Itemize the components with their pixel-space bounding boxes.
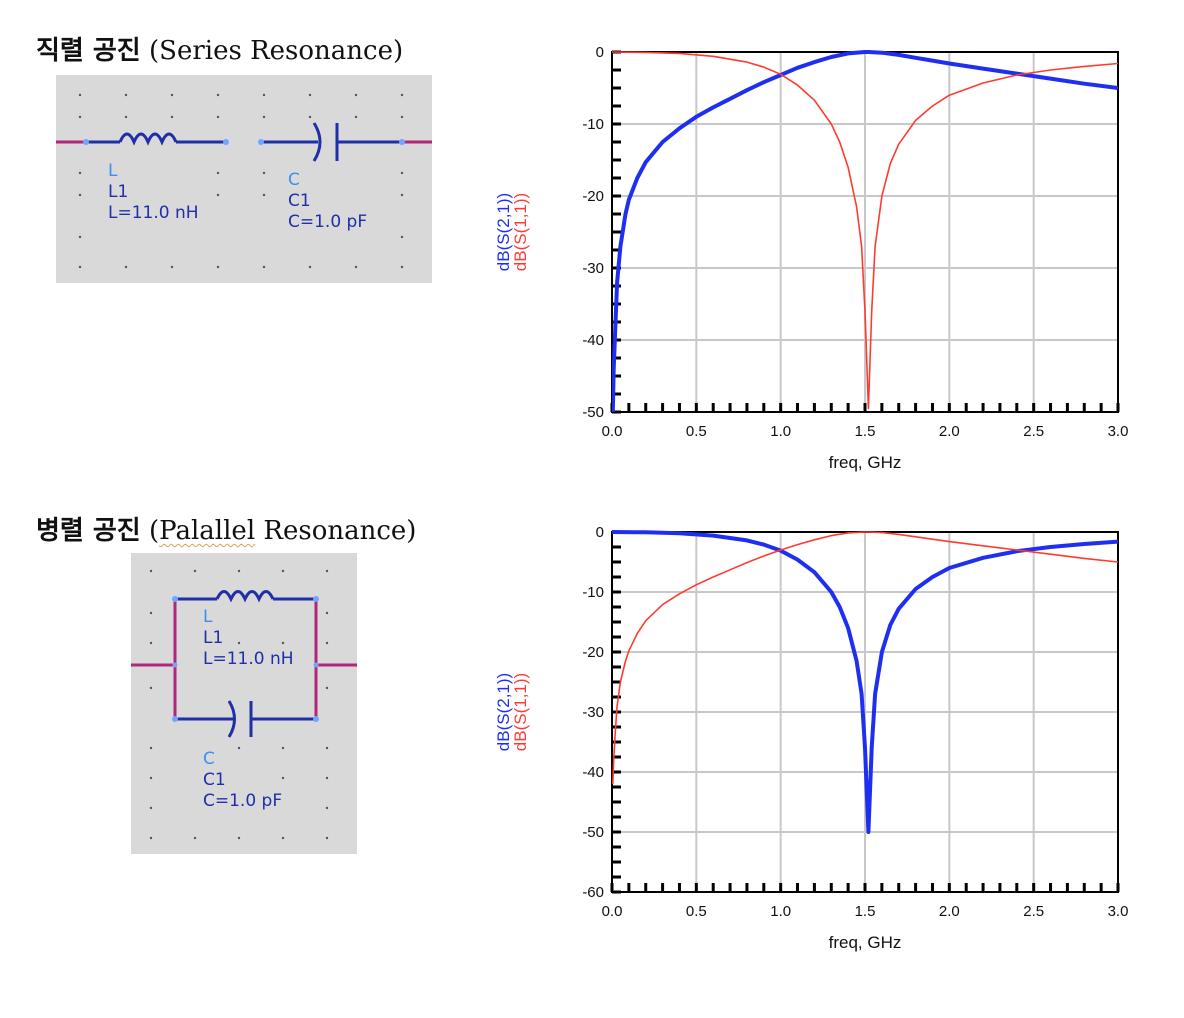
x-tick-label: 3.0 (1108, 903, 1129, 920)
x-tick-label: 3.0 (1108, 423, 1129, 440)
series-chart: 0.0 0.5 1.0 1.5 2.0 2.5 3.0 0 -10 -20 -30 -40 -50 fre… (470, 30, 1150, 510)
x-tick-label: 1.5 (855, 903, 876, 920)
s11-curve (612, 531, 1118, 785)
y-tick-label: -20 (582, 644, 604, 661)
y-tick-label: -50 (582, 824, 604, 841)
s21-curve (612, 530, 1118, 834)
y-tick-label: -40 (582, 764, 604, 781)
x-tick-label: 1.5 (855, 423, 876, 440)
series-capacitor-label: C C1 C=1.0 pF (288, 170, 368, 232)
x-tick-label: 2.0 (939, 903, 960, 920)
parallel-schematic-drawing (131, 569, 357, 840)
y-tick-label: 0 (596, 44, 604, 61)
series-chart-plot: 0.0 0.5 1.0 1.5 2.0 2.5 3.0 0 -10 -20 -30 -40 -50 fre… (494, 44, 1129, 472)
x-tick-label: 1.0 (770, 423, 791, 440)
series-title: 직렬 공진 (Series Resonance) (36, 36, 404, 66)
y-tick-label: -30 (582, 260, 604, 277)
series-inductor-label: L L1 L=11.0 nH (108, 161, 199, 223)
x-axis-label: freq, GHz (829, 933, 902, 952)
parallel-schematic: L L1 L=11.0 nH C C1 C=1.0 pF (131, 553, 357, 854)
series-schematic-drawing (56, 93, 432, 269)
x-tick-label: 2.5 (1023, 423, 1044, 440)
s11-curve (612, 51, 1118, 410)
parallel-capacitor-label: C C1 C=1.0 pF (203, 749, 283, 811)
x-tick-label: 2.0 (939, 423, 960, 440)
y-tick-label: 0 (596, 524, 604, 541)
x-axis-label: freq, GHz (829, 453, 902, 472)
parallel-chart: 0.0 0.5 1.0 1.5 2.0 2.5 3.0 0 -10 -20 -30 -40 -50 -60… (470, 510, 1150, 990)
series-schematic: L L1 L=11.0 nH C C1 C=1.0 pF (56, 75, 432, 283)
x-tick-label: 0.5 (686, 903, 707, 920)
parallel-chart-plot: 0.0 0.5 1.0 1.5 2.0 2.5 3.0 0 -10 -20 -30 -40 -50 -60… (494, 524, 1129, 952)
y-tick-label: -10 (582, 116, 604, 133)
y-axis-label: dB(S(1,1)) (511, 673, 530, 751)
x-tick-label: 1.0 (770, 903, 791, 920)
y-tick-label: -20 (582, 188, 604, 205)
y-axis-label: dB(S(2,1)) (494, 193, 513, 271)
x-tick-label: 0.5 (686, 423, 707, 440)
y-tick-label: -60 (582, 884, 604, 901)
x-tick-label: 0.0 (602, 423, 623, 440)
y-axis-label: dB(S(2,1)) (494, 673, 513, 751)
x-tick-label: 0.0 (602, 903, 623, 920)
x-tick-label: 2.5 (1023, 903, 1044, 920)
parallel-inductor-label: L L1 L=11.0 nH (203, 607, 294, 669)
parallel-title: 병렬 공진 (Palallel Resonance) (36, 516, 417, 546)
y-tick-label: -50 (582, 404, 604, 421)
y-axis-label: dB(S(1,1)) (511, 193, 530, 271)
y-tick-label: -40 (582, 332, 604, 349)
y-tick-label: -30 (582, 704, 604, 721)
y-tick-label: -10 (582, 584, 604, 601)
